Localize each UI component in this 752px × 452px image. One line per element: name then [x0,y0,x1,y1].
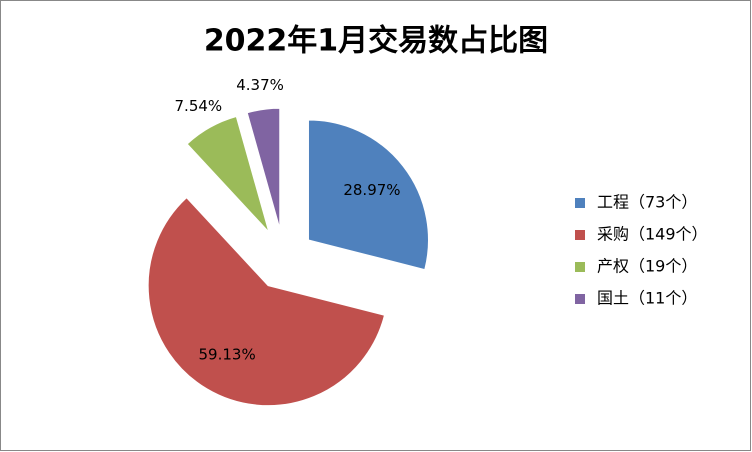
pie-slice [307,119,429,271]
legend-label: 产权（19个） [597,257,697,276]
legend-swatch [575,262,585,272]
legend-label: 工程（73个） [597,193,697,212]
data-label: 7.54% [175,97,223,115]
legend-swatch [575,294,585,304]
chart-title: 2022年1月交易数占比图 [204,24,548,59]
legend-swatch [575,230,585,240]
data-label: 28.97% [343,181,400,199]
data-label: 59.13% [199,345,256,363]
data-label: 4.37% [236,76,284,94]
pie-slice [246,107,281,229]
legend-label: 采购（149个） [597,225,708,244]
legend-swatch [575,198,585,208]
legend-label: 国土（11个） [597,289,697,308]
pie-slice [186,115,270,233]
pie-slice [147,197,386,407]
